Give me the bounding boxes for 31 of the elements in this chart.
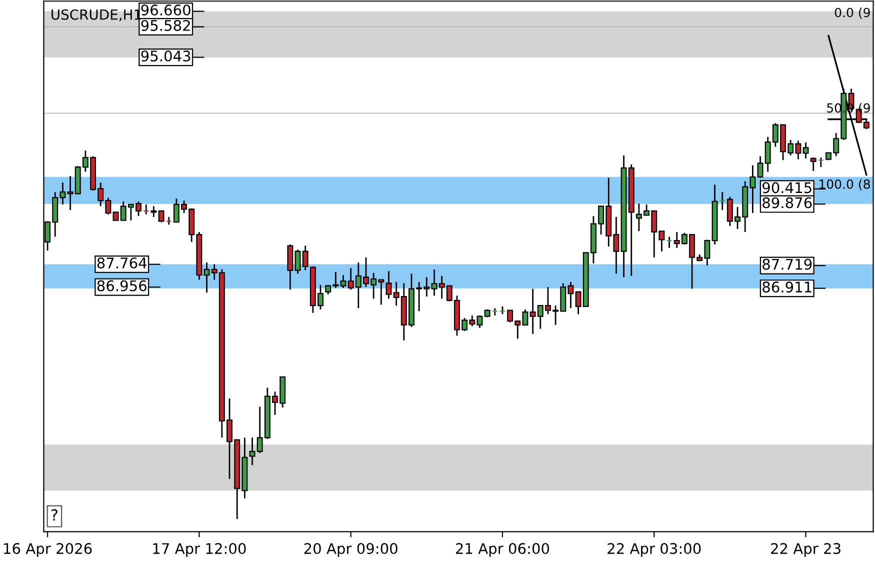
x-tick-label: 17 Apr 12:00: [153, 543, 246, 557]
candlestick: [294, 248, 301, 274]
annotation: 89.876: [762, 197, 812, 208]
annotation: 86.956: [97, 280, 146, 292]
x-tick-label: 20 Apr 09:00: [304, 543, 398, 557]
annotation: 86.911: [762, 282, 812, 293]
text: 0.0 (9: [834, 8, 870, 19]
annotation: 96.660: [141, 4, 190, 16]
candlestick: [249, 436, 256, 466]
candlestick: [492, 307, 498, 316]
annotation: 87.764: [97, 257, 147, 268]
annotation: 87.719: [762, 258, 812, 270]
candlestick: [818, 156, 824, 168]
candlestick: [802, 142, 809, 160]
annotation: 95.582: [141, 20, 190, 31]
candlestick: [666, 236, 672, 249]
annotation: ?: [51, 509, 58, 521]
candlestick: [150, 205, 157, 218]
annotation: 90.415: [762, 182, 812, 194]
candlestick: [719, 191, 726, 211]
annotation: 100.0 (8: [820, 179, 870, 190]
x-tick-label: 21 Apr 06:00: [456, 543, 550, 557]
candlestick: [386, 270, 392, 300]
candlestick: [431, 268, 438, 296]
x-tick-label: 22 Apr 23: [771, 543, 840, 557]
candlestick: [810, 156, 816, 172]
candlestick: [143, 204, 150, 216]
x-tick-label: 16 Apr 2026: [4, 543, 92, 557]
candlestick: [340, 274, 346, 289]
annotation: 95.043: [141, 50, 190, 62]
x-tick-label: 22 Apr 03:00: [608, 543, 701, 557]
